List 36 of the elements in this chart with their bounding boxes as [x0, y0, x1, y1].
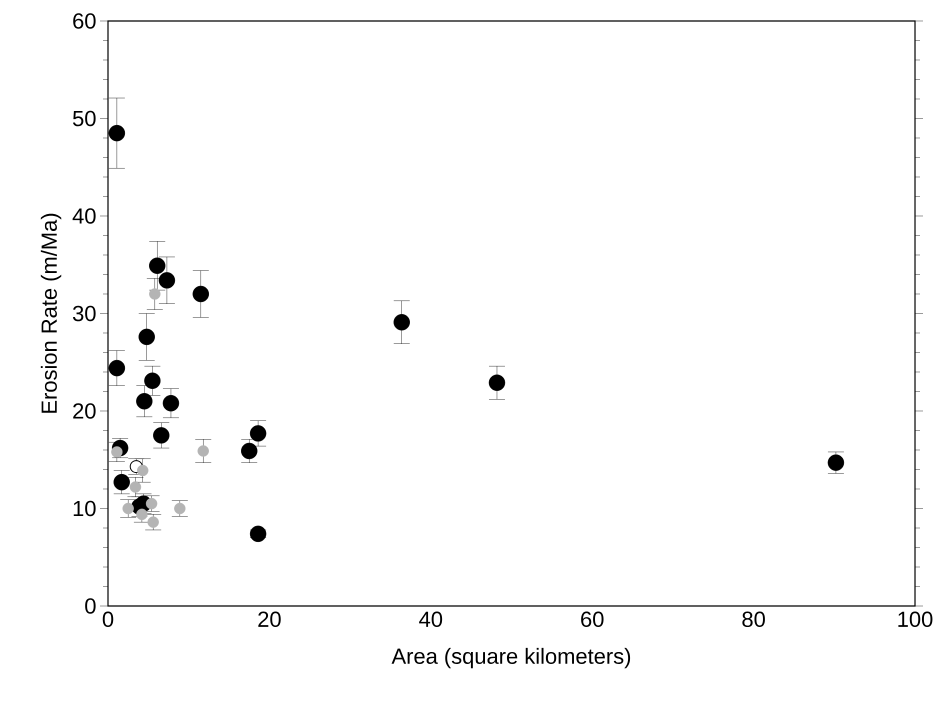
point	[122, 502, 134, 514]
x-tick-label: 20	[258, 612, 281, 628]
x-axis-title: Area (square kilometers)	[392, 648, 630, 668]
y-tick-label: 10	[74, 500, 96, 516]
y-tick-label: 30	[72, 306, 96, 322]
point	[192, 286, 210, 302]
point	[394, 314, 410, 330]
point	[136, 393, 153, 410]
point	[162, 394, 180, 412]
point	[250, 425, 266, 442]
x-tick-label: 100	[898, 612, 932, 628]
point	[144, 372, 161, 389]
x-tick-label: 60	[581, 612, 604, 628]
y-tick-label: 20	[73, 403, 96, 419]
point	[158, 272, 176, 289]
y-tick-label: 0	[85, 598, 96, 614]
point	[488, 374, 506, 391]
point	[828, 454, 844, 471]
point	[241, 442, 258, 460]
x-tick-label: 0	[102, 612, 114, 628]
point	[130, 481, 142, 493]
point	[250, 526, 266, 542]
point	[114, 474, 130, 490]
x-tick-label: 40	[419, 612, 442, 628]
point	[149, 258, 166, 274]
point	[108, 360, 126, 376]
x-tick-label: 80	[742, 612, 765, 628]
y-tick-label: 50	[72, 110, 96, 126]
y-tick-label: 40	[72, 208, 96, 224]
point	[138, 328, 155, 346]
point	[198, 445, 209, 457]
y-tick-label: 60	[73, 13, 96, 29]
y-axis-title: Erosion Rate (m/Ma)	[40, 214, 62, 413]
point	[149, 288, 161, 300]
point	[153, 427, 170, 444]
point	[108, 124, 126, 142]
